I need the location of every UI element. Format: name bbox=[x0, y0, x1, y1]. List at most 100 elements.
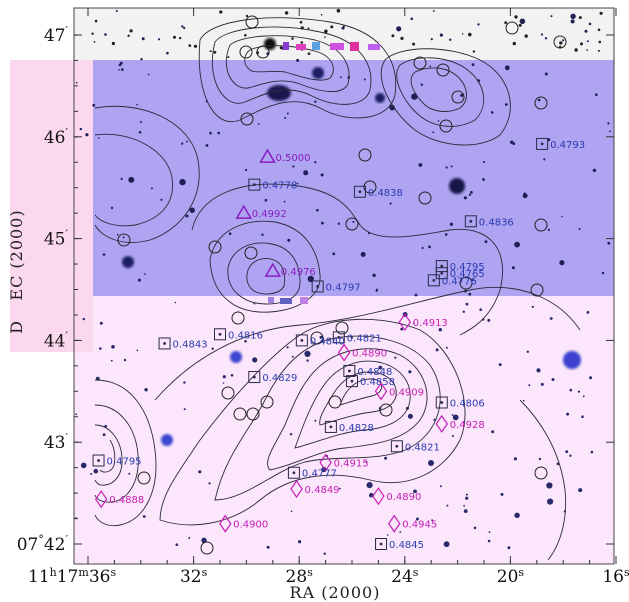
square-marker-center bbox=[252, 375, 256, 379]
star-dot bbox=[599, 11, 603, 15]
redshift-marker-diamond: 0.4888 bbox=[94, 490, 144, 509]
star-dot bbox=[319, 335, 323, 339]
y-tick-label-prime: ′ bbox=[66, 431, 69, 444]
contour-line bbox=[198, 17, 397, 123]
square-marker-center bbox=[337, 335, 341, 339]
star-dot bbox=[99, 347, 102, 350]
star-dot bbox=[128, 176, 135, 183]
star-dot bbox=[314, 100, 317, 103]
redshift-label: 0.4845 bbox=[389, 540, 424, 551]
y-tick-label-minutes: 46 bbox=[44, 128, 66, 148]
artifact-block bbox=[283, 42, 289, 50]
star-dot bbox=[92, 103, 96, 107]
star-dot bbox=[307, 52, 311, 55]
redshift-label: 0.4928 bbox=[450, 420, 485, 431]
star-dot bbox=[283, 200, 286, 203]
square-marker-center bbox=[347, 369, 351, 373]
member-circle bbox=[335, 321, 349, 335]
star-dot bbox=[303, 170, 309, 176]
star-dot bbox=[408, 370, 412, 374]
member-circle bbox=[239, 45, 253, 59]
diamond-marker bbox=[219, 514, 232, 533]
star-dot bbox=[574, 48, 578, 52]
star-dot bbox=[420, 83, 423, 86]
star-dot bbox=[193, 44, 198, 48]
redshift-label: 0.4992 bbox=[252, 209, 287, 220]
x-tick-labels: 11h17m36s 32s 28s 24s 20s 16s bbox=[28, 566, 629, 587]
star-dot bbox=[460, 93, 464, 97]
star-dot bbox=[266, 545, 270, 549]
bright-star bbox=[375, 93, 385, 103]
star-dot bbox=[507, 546, 511, 550]
star-dot bbox=[137, 278, 141, 282]
star-dot bbox=[147, 73, 150, 76]
star-dot bbox=[598, 40, 602, 44]
star-dot bbox=[439, 485, 442, 488]
star-dot bbox=[531, 305, 534, 308]
redshift-marker-square: 0.4795 bbox=[435, 260, 485, 273]
member-circle bbox=[240, 112, 254, 126]
redshift-marker-square: 0.4858 bbox=[346, 375, 395, 388]
y-tick-label: 07°42′ bbox=[17, 533, 69, 555]
star-dot bbox=[181, 142, 184, 145]
star-dot bbox=[80, 462, 87, 469]
redshift-label: 0.4765 bbox=[450, 269, 485, 280]
square-marker bbox=[353, 185, 366, 198]
redshift-label: 0.4913 bbox=[413, 318, 448, 329]
star-dot bbox=[136, 349, 139, 352]
star-dot bbox=[524, 34, 528, 38]
star-dot bbox=[175, 543, 179, 546]
star-dot bbox=[314, 161, 317, 164]
y-tick-label-prime: ′ bbox=[66, 24, 69, 37]
star-dot bbox=[136, 103, 138, 106]
redshift-marker-diamond: 0.4928 bbox=[435, 414, 485, 433]
redshift-label: 0.4829 bbox=[262, 373, 297, 384]
star-dot bbox=[222, 375, 226, 379]
square-marker bbox=[536, 137, 549, 150]
star-dot bbox=[400, 327, 404, 331]
star-dot bbox=[290, 510, 293, 513]
star-dot bbox=[342, 25, 345, 28]
star-dot bbox=[443, 541, 450, 548]
star-dot bbox=[586, 311, 590, 314]
artifact-block bbox=[296, 44, 306, 50]
y-tick-label-minutes: 43 bbox=[44, 433, 66, 453]
y-tick-label-degrees: 07 bbox=[17, 535, 39, 555]
redshift-marker-diamond: 0.4849 bbox=[290, 479, 340, 499]
star-dot bbox=[284, 11, 289, 15]
square-marker bbox=[158, 337, 171, 350]
square-marker bbox=[375, 538, 388, 550]
star-dot bbox=[337, 222, 341, 225]
star-dot bbox=[592, 168, 597, 173]
star-dot bbox=[437, 120, 440, 122]
star-dot bbox=[540, 382, 544, 386]
redshift-label: 0.4806 bbox=[450, 398, 485, 409]
star-dot bbox=[580, 42, 583, 46]
star-dot bbox=[128, 472, 131, 475]
redshift-marker-square: 0.4793 bbox=[536, 137, 585, 151]
star-dot bbox=[79, 127, 83, 131]
star-dot bbox=[415, 517, 419, 521]
member-circle bbox=[233, 407, 247, 421]
redshift-marker-square: 0.4778 bbox=[248, 178, 297, 192]
star-dot bbox=[289, 433, 293, 436]
star-dot bbox=[102, 433, 106, 437]
bright-star bbox=[563, 351, 581, 369]
star-dot bbox=[504, 103, 508, 106]
square-marker-center bbox=[440, 271, 444, 275]
x-tick-label-part: m bbox=[78, 566, 89, 579]
redshift-label: 0.4836 bbox=[479, 217, 514, 228]
axis-ticks bbox=[74, 8, 617, 564]
x-tick-label-value: 24 bbox=[391, 567, 413, 587]
star-dot bbox=[588, 22, 592, 26]
star-dot bbox=[514, 241, 520, 248]
star-dot bbox=[127, 34, 130, 37]
x-tick-label-unit: s bbox=[518, 566, 524, 579]
redshift-label: 0.4816 bbox=[228, 330, 263, 341]
star-dot bbox=[257, 123, 260, 125]
redshift-marker-triangle: 0.4992 bbox=[235, 204, 287, 220]
bright-star bbox=[449, 178, 465, 194]
star-dot bbox=[468, 292, 472, 296]
star-dot bbox=[559, 41, 563, 45]
redshift-marker-square: 0.4836 bbox=[464, 215, 514, 228]
